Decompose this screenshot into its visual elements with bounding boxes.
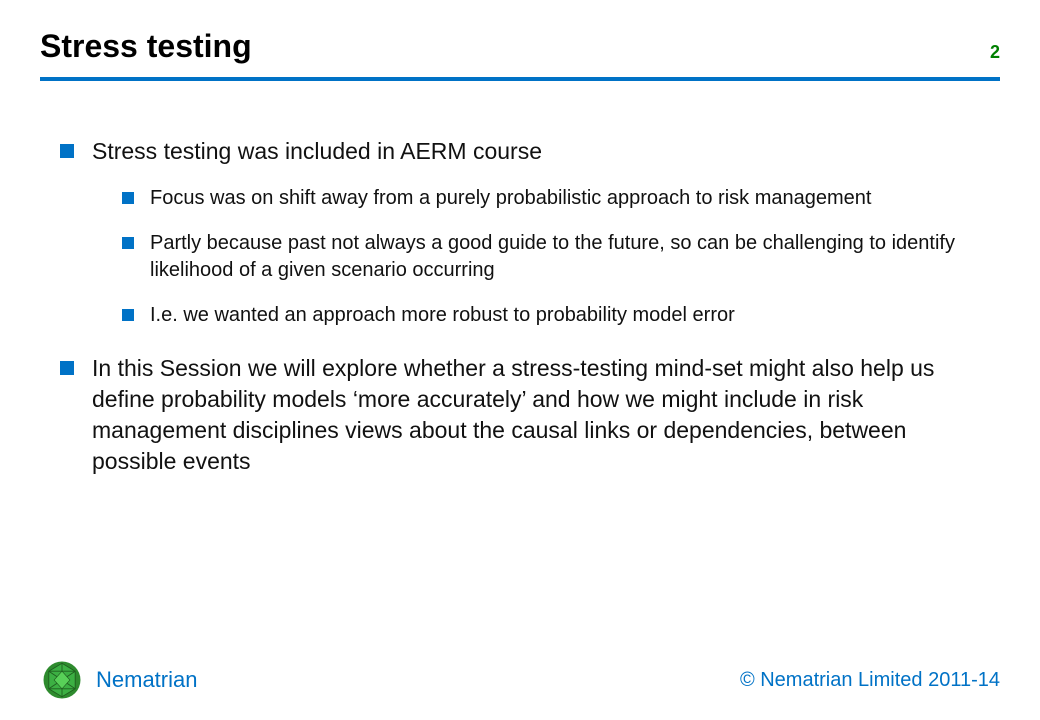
bullet-list-level1: Stress testing was included in AERM cour… <box>60 136 980 477</box>
copyright-text: © Nematrian Limited 2011-14 <box>740 669 1000 692</box>
bullet-text: Stress testing was included in AERM cour… <box>92 138 542 164</box>
bullet-text: In this Session we will explore whether … <box>92 355 934 474</box>
nematrian-logo-icon <box>40 658 84 702</box>
bullet-list-level2: Focus was on shift away from a purely pr… <box>122 185 980 329</box>
bullet-text: Partly because past not always a good gu… <box>150 232 955 281</box>
slide-footer: Nematrian © Nematrian Limited 2011-14 <box>0 658 1040 702</box>
slide-body: Stress testing was included in AERM cour… <box>0 81 1040 477</box>
bullet-text: I.e. we wanted an approach more robust t… <box>150 304 735 326</box>
title-divider <box>40 77 1000 81</box>
list-item: In this Session we will explore whether … <box>60 353 980 477</box>
slide: Stress testing 2 Stress testing was incl… <box>0 0 1040 720</box>
slide-title: Stress testing <box>40 28 1000 77</box>
bullet-text: Focus was on shift away from a purely pr… <box>150 187 871 209</box>
list-item: Stress testing was included in AERM cour… <box>60 136 980 329</box>
slide-header: Stress testing 2 <box>0 0 1040 81</box>
brand-name: Nematrian <box>96 667 197 693</box>
list-item: I.e. we wanted an approach more robust t… <box>122 302 980 329</box>
list-item: Partly because past not always a good gu… <box>122 230 980 284</box>
list-item: Focus was on shift away from a purely pr… <box>122 185 980 212</box>
footer-left: Nematrian <box>40 658 197 702</box>
page-number: 2 <box>990 42 1000 63</box>
